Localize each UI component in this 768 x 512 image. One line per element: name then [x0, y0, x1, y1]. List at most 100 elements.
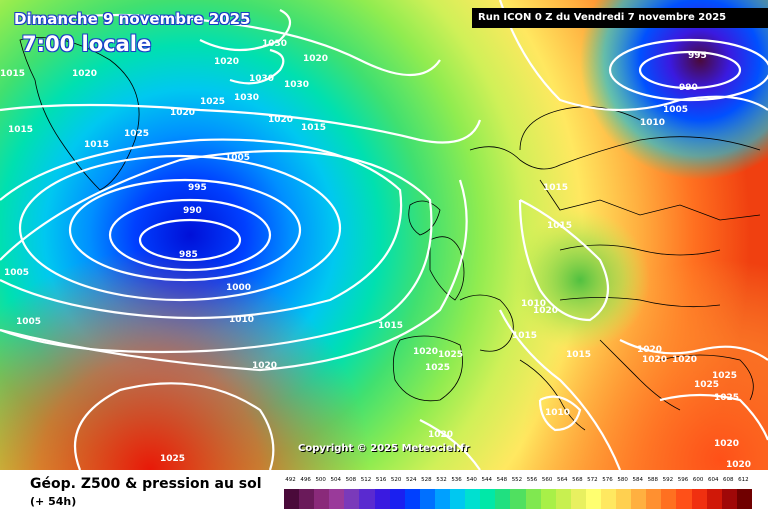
legend-color-swatch: [600, 489, 617, 509]
legend-tick-label: 608: [723, 477, 734, 483]
pressure-label: 1025: [160, 454, 185, 464]
legend-tick-label: 544: [481, 477, 493, 483]
pressure-label: 1020: [726, 460, 751, 470]
pressure-label: 1015: [0, 69, 25, 79]
legend-color-swatch: [585, 489, 601, 509]
pressure-label: 1025: [200, 97, 225, 107]
pressure-label: 1015: [8, 125, 33, 135]
pressure-label: 1015: [84, 140, 109, 150]
legend-tick-label: 532: [436, 477, 447, 483]
legend-tick-label: 600: [692, 477, 704, 483]
copyright-notice: Copyright © 2025 Meteociel.fr: [298, 443, 470, 454]
legend-color-swatch: [616, 489, 632, 509]
pressure-label: 1020: [428, 430, 453, 440]
legend-color-swatch: [631, 489, 647, 509]
pressure-label: 1015: [301, 123, 326, 133]
pressure-label: 1025: [438, 350, 463, 360]
pressure-label: 1020: [637, 345, 662, 355]
coastlines: [19, 37, 761, 431]
pressure-label: 1030: [234, 93, 259, 103]
legend-color-swatch: [404, 489, 420, 509]
legend-color-swatch: [284, 489, 300, 509]
pressure-label: 1020: [533, 306, 558, 316]
pressure-label: 1020: [672, 355, 697, 365]
legend-color-swatch: [374, 489, 390, 509]
legend-tick-label: 580: [617, 477, 628, 483]
legend-tick-label: 612: [738, 477, 749, 483]
legend-color-swatch: [691, 489, 707, 509]
pressure-label: 1020: [413, 347, 438, 357]
pressure-label: 1020: [642, 355, 667, 365]
pressure-labels: 1030 1020 1015 1020 1020 1030 1030 1030 …: [0, 39, 751, 470]
pressure-label: 1015: [512, 331, 537, 341]
pressure-label: 1020: [72, 69, 97, 79]
pressure-label: 1020: [714, 439, 739, 449]
legend-tick-label: 604: [707, 477, 719, 483]
map-title: Géop. Z500 & pression au sol: [30, 476, 262, 492]
legend-color-swatch: [510, 489, 526, 509]
pressure-label: 1015: [566, 350, 591, 360]
forecast-time: 7:00 locale: [22, 32, 152, 56]
pressure-label: 990: [183, 206, 202, 216]
legend-tick-label: 500: [315, 477, 326, 483]
legend-color-swatch: [344, 489, 360, 509]
legend-tick-label: 520: [390, 477, 402, 483]
legend-color-swatch: [359, 489, 375, 509]
legend-tick-label: 492: [285, 477, 296, 483]
pressure-label: 985: [179, 250, 198, 260]
pressure-label: 1020: [303, 54, 328, 64]
legend-tick-label: 524: [406, 477, 417, 483]
legend-tick-labels: 492 496 500 504 508 512 516 520 524 528 532 536 540 5…: [284, 477, 752, 487]
legend-color-swatch: [299, 489, 315, 509]
pressure-label: 1025: [124, 129, 149, 139]
pressure-label: 1025: [714, 393, 739, 403]
pressure-label: 1020: [252, 361, 277, 371]
legend-tick-label: 528: [421, 477, 432, 483]
legend-tick-label: 568: [572, 477, 583, 483]
pressure-label: 1020: [214, 57, 239, 67]
legend-color-bar: [284, 489, 752, 509]
pressure-label: 995: [188, 183, 207, 193]
legend-tick-label: 540: [466, 477, 477, 483]
pressure-label: 1010: [545, 408, 570, 418]
legend-color-swatch: [706, 489, 722, 509]
legend-tick-label: 548: [496, 477, 508, 483]
pressure-label: 1010: [229, 315, 254, 325]
weather-map: 1030 1020 1015 1020 1020 1030 1030 1030 …: [0, 0, 768, 470]
legend-tick-label: 592: [662, 477, 674, 483]
legend-color-swatch: [495, 489, 511, 509]
pressure-label: 1005: [16, 317, 41, 327]
legend-color-swatch: [329, 489, 345, 509]
legend-color-swatch: [661, 489, 677, 509]
legend-color-swatch: [450, 489, 466, 509]
pressure-label: 1030: [249, 74, 274, 84]
pressure-label: 1025: [712, 371, 737, 381]
legend-tick-label: 596: [677, 477, 689, 483]
legend-tick-label: 560: [541, 477, 553, 483]
pressure-label: 1020: [170, 108, 195, 118]
forecast-lead-time: (+ 54h): [30, 495, 77, 508]
legend-tick-label: 572: [587, 477, 598, 483]
model-run-label: Run ICON 0 Z du Vendredi 7 novembre 2025: [472, 8, 768, 28]
legend-color-swatch: [646, 489, 662, 509]
pressure-label: 1015: [378, 321, 403, 331]
map-footer: Géop. Z500 & pression au sol (+ 54h) 492…: [0, 470, 768, 512]
legend-tick-label: 588: [647, 477, 659, 483]
pressure-label: 1015: [543, 183, 568, 193]
legend-tick-label: 504: [330, 477, 342, 483]
pressure-label: 1000: [226, 283, 251, 293]
legend-tick-label: 508: [345, 477, 357, 483]
legend-tick-label: 564: [556, 477, 568, 483]
legend-color-swatch: [480, 489, 496, 509]
pressure-label: 1025: [694, 380, 719, 390]
pressure-label: 1015: [547, 221, 572, 231]
pressure-label: 1005: [663, 105, 688, 115]
legend-tick-label: 584: [632, 477, 643, 483]
legend-tick-label: 536: [451, 477, 462, 483]
legend-color-swatch: [555, 489, 571, 509]
legend-color-swatch: [570, 489, 586, 509]
legend-color-swatch: [465, 489, 481, 509]
pressure-label: 995: [688, 51, 707, 61]
legend-color-swatch: [736, 489, 752, 509]
pressure-label: 1030: [284, 80, 309, 90]
